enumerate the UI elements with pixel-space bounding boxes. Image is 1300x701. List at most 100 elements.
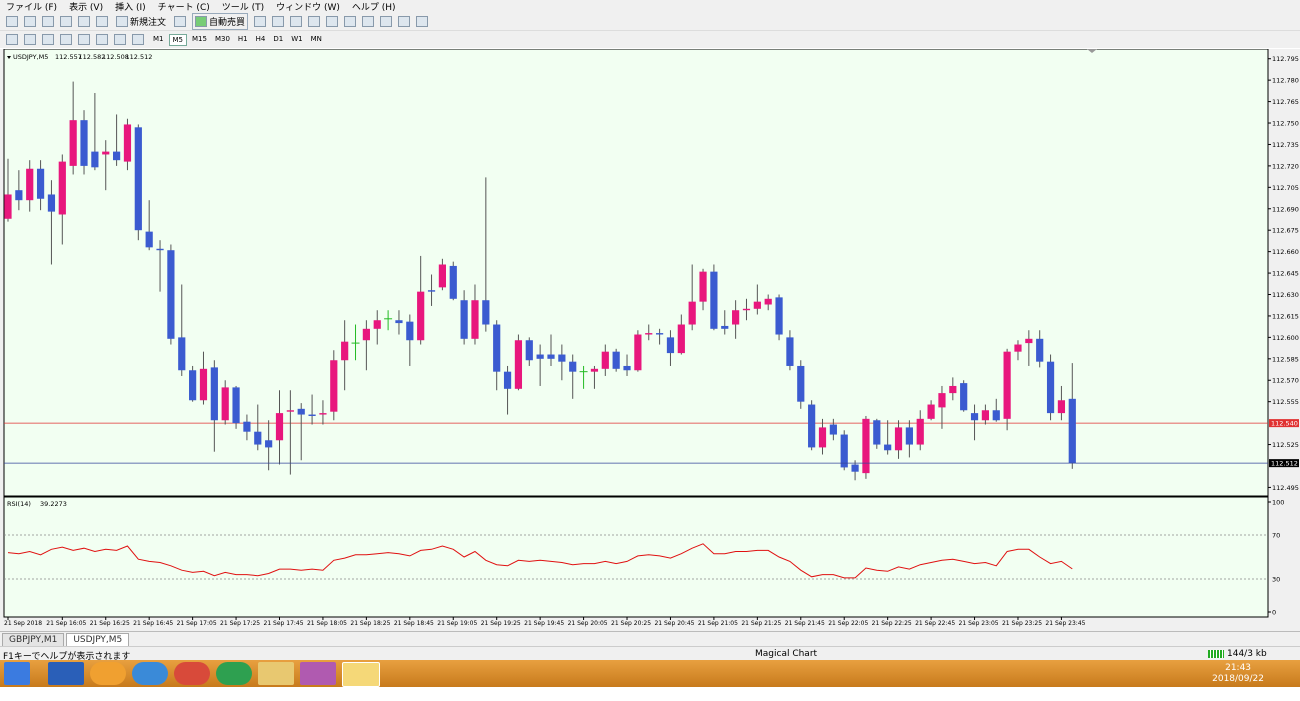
tool-icon[interactable] [96,34,108,45]
chart-tab[interactable]: GBPJPY,M1 [2,633,65,646]
tool-icon[interactable] [326,16,339,27]
x-tick-label: 21 Sep 21:45 [785,620,825,627]
tool-icon[interactable] [344,16,357,27]
candle-body [36,168,45,199]
candle-body [493,324,501,372]
candle-body [156,248,164,251]
task-icon[interactable] [90,662,126,685]
rsi-title: RSI(14) [7,500,31,508]
tool-icon[interactable] [416,16,429,27]
auto-trade-button[interactable]: 自動売買 [192,13,249,30]
x-tick-label: 21 Sep 21:25 [741,620,781,627]
tool-icon[interactable] [132,34,144,45]
candle-body [894,427,903,451]
timeframe-button[interactable]: H1 [237,34,248,43]
toolbar: M1 M5 M15 M30 H1 H4 D1 W1 MN [0,31,1300,48]
bid-tag [1269,459,1299,468]
chart-tab[interactable]: USDJPY,M5 [66,633,130,646]
tool-icon[interactable] [42,16,54,27]
candle-body [699,271,707,302]
menu-item[interactable]: ツール (T) [221,3,265,13]
task-icon[interactable] [132,662,168,685]
task-icon[interactable] [48,662,84,685]
x-tick-label: 21 Sep 16:05 [46,620,86,627]
y-tick-label: 112.525 [1272,441,1299,449]
candle-body [178,337,186,371]
price-level-tag [1269,419,1299,428]
candle-body [243,421,251,432]
candle-body [645,333,653,335]
timeframe-button[interactable]: H4 [255,34,266,43]
tool-icon[interactable] [362,16,375,27]
tool-icon[interactable] [60,16,72,27]
x-tick-label: 21 Sep 22:25 [872,620,912,627]
candle-body [970,413,979,421]
price-panel [3,49,1269,497]
candle-body [569,361,577,372]
timeframe-button[interactable]: M15 [192,34,207,43]
candle-body [427,290,436,292]
candle-body [189,370,197,401]
timeframe-button[interactable]: D1 [273,34,284,43]
tool-icon[interactable] [78,16,90,27]
menu-item[interactable]: チャート (C) [157,3,210,13]
task-icon[interactable] [174,662,210,685]
candle-body [1014,344,1022,352]
menu-item[interactable]: ウィンドウ (W) [276,3,340,13]
x-tick-label: 21 Sep 2018 [4,620,42,627]
toolbar: 新規注文 自動売買 [0,13,1300,31]
candle-body [15,190,23,201]
task-icon[interactable] [216,662,252,685]
candle-body [981,410,989,421]
timeframe-button[interactable]: M30 [214,34,230,43]
candle-body [417,291,425,341]
tool-icon[interactable] [42,34,54,45]
tool-icon[interactable] [272,16,285,27]
new-order-button[interactable]: 新規注文 [114,14,168,29]
start-button[interactable] [4,662,30,685]
candle-body [297,408,305,415]
traffic-meter [1208,650,1224,658]
x-tick-label: 21 Sep 20:25 [611,620,651,627]
candle-body [199,368,208,401]
chart-header-open: 112.557 [55,53,82,61]
candle-body [927,404,935,419]
tool-icon[interactable] [308,16,321,27]
menu-item[interactable]: 挿入 (I) [115,3,146,13]
y-tick-label: 112.645 [1272,270,1299,278]
timeframe-button[interactable]: M1 [153,34,164,43]
candle-body [688,301,696,325]
menu-item[interactable]: ファイル (F) [6,3,58,13]
candle-body [4,194,12,219]
candle-body [732,310,740,325]
tool-icon[interactable] [96,16,108,27]
chart-shift-marker [1087,49,1097,53]
timeframe-button[interactable]: MN [310,34,322,43]
tool-icon[interactable] [24,16,36,27]
tool-icon[interactable] [60,34,72,45]
x-tick-label: 21 Sep 16:45 [133,620,173,627]
candle-body [1025,338,1033,344]
candle-body [341,341,349,361]
task-icon[interactable] [258,662,294,685]
tool-icon[interactable] [174,16,187,27]
timeframe-button[interactable]: W1 [291,34,303,43]
tool-icon[interactable] [24,34,36,45]
menu-item[interactable]: ヘルプ (H) [351,3,396,13]
tool-icon[interactable] [254,16,267,27]
menu-item[interactable]: 表示 (V) [69,3,104,13]
tool-icon[interactable] [78,34,90,45]
candle-body [840,434,848,468]
timeframe-button[interactable]: M5 [168,33,187,46]
candle-body [482,300,490,325]
tool-icon[interactable] [398,16,411,27]
chart-header-close: 112.512 [126,53,153,61]
task-icon[interactable] [300,662,336,685]
tool-icon[interactable] [114,34,126,45]
task-icon[interactable] [342,662,380,687]
tool-icon[interactable] [290,16,303,27]
tool-icon[interactable] [380,16,393,27]
tool-icon[interactable] [6,34,18,45]
tool-icon[interactable] [6,16,18,27]
